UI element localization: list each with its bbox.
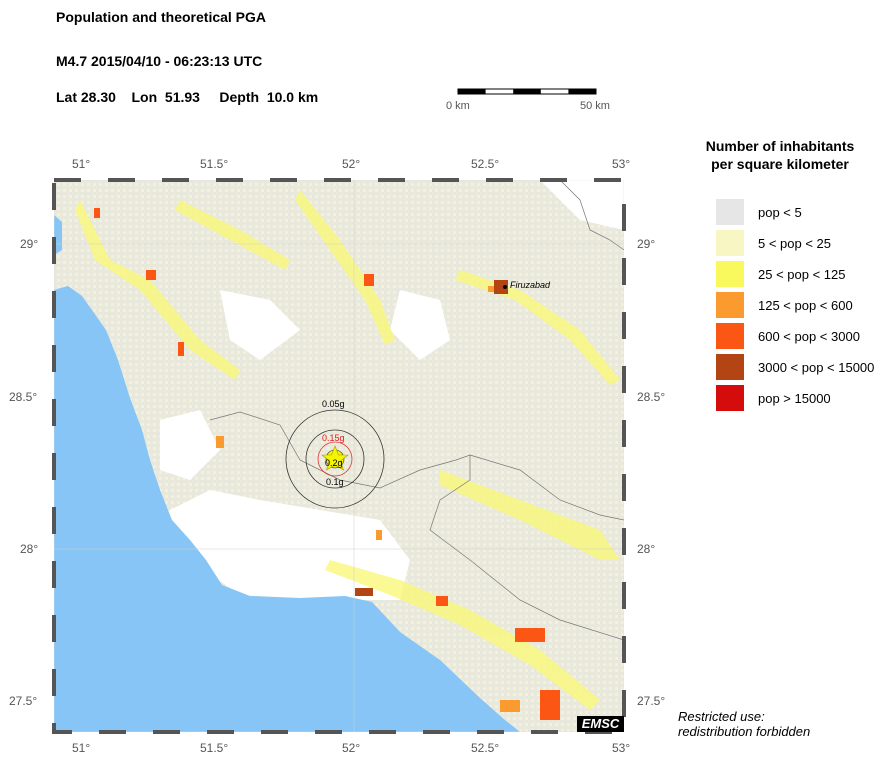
legend-swatch: [716, 354, 744, 380]
pga-label-0.1g: 0.1g: [326, 477, 344, 487]
legend-label: 600 < pop < 3000: [758, 328, 860, 344]
legend-item: 5 < pop < 25: [716, 230, 831, 256]
legend-swatch: [716, 292, 744, 318]
lat-tick-left: 28°: [20, 542, 39, 556]
legend-item: 125 < pop < 600: [716, 292, 853, 318]
map-frame: [52, 178, 626, 734]
pga-label-0.15g: 0.15g: [322, 433, 345, 443]
city-marker: [503, 285, 507, 289]
lat-tick-right: 28°: [637, 542, 656, 556]
usage-note: Restricted use: redistribution forbidden: [678, 709, 810, 739]
event-info: M4.7 2015/04/10 - 06:23:13 UTC: [56, 53, 263, 69]
pga-circle-0.1g: [305, 429, 365, 489]
map-title: Population and theoretical PGA: [56, 9, 267, 25]
lon-tick-top: 51°: [72, 157, 91, 171]
legend-label: 3000 < pop < 15000: [758, 359, 875, 375]
city-label: Firuzabad: [510, 280, 551, 290]
pga-label-0.2g: 0.2g: [325, 458, 343, 468]
lon-tick-top: 51.5°: [200, 157, 229, 171]
lon-tick-bottom: 53°: [612, 741, 631, 755]
legend-swatch: [716, 199, 744, 225]
usage-note-line: redistribution forbidden: [678, 724, 811, 739]
lat-tick-right: 27.5°: [637, 694, 666, 708]
legend-title-line: per square kilometer: [711, 156, 849, 172]
scale-end: 50 km: [580, 100, 610, 112]
legend-label: 5 < pop < 25: [758, 235, 832, 251]
legend-swatch: [716, 230, 744, 256]
sea: [54, 180, 520, 732]
legend-item: pop < 5: [716, 199, 802, 225]
pga-contours: [285, 409, 385, 509]
pga-circle-0.15g: [317, 441, 353, 477]
star-icon: [321, 445, 349, 471]
legend-label: pop > 15000: [758, 390, 831, 406]
usage-note-line: Restricted use:: [678, 709, 765, 724]
lat-tick-right: 28.5°: [637, 390, 666, 404]
legend-swatch: [716, 323, 744, 349]
province-border: [209, 411, 624, 641]
legend-item: 600 < pop < 3000: [716, 323, 860, 349]
lon-tick-bottom: 51°: [72, 741, 91, 755]
lat-tick-left: 29°: [20, 237, 39, 251]
lon-tick-bottom: 52°: [342, 741, 361, 755]
scale-start: 0 km: [446, 100, 470, 112]
legend-title: Number of inhabitants per square kilomet…: [700, 137, 860, 173]
pga-circle-0.05g: [285, 409, 385, 509]
legend-title-line: Number of inhabitants: [705, 138, 855, 154]
event-location: Lat 28.30 Lon 51.93 Depth 10.0 km: [56, 89, 319, 105]
legend-swatch: [716, 385, 744, 411]
legend-label: 25 < pop < 125: [758, 266, 846, 282]
legend-swatch: [716, 261, 744, 287]
population-hotspots: [54, 208, 560, 720]
legend-item: 25 < pop < 125: [716, 261, 845, 287]
lon-tick-top: 52°: [342, 157, 361, 171]
lon-tick-bottom: 51.5°: [200, 741, 229, 755]
lat-tick-left: 28.5°: [9, 390, 38, 404]
lat-tick-right: 29°: [637, 237, 656, 251]
lon-tick-bottom: 52.5°: [471, 741, 500, 755]
lon-tick-top: 52.5°: [471, 157, 500, 171]
legend-label: pop < 5: [758, 204, 802, 220]
scale-bar: [457, 88, 597, 95]
province-border: [469, 180, 624, 521]
lat-tick-left: 27.5°: [9, 694, 38, 708]
legend-label: 125 < pop < 600: [758, 297, 853, 313]
populated-valleys: [75, 190, 620, 710]
pga-label-0.05g: 0.05g: [322, 399, 345, 409]
emsc-logo: EMSC: [577, 716, 624, 732]
legend-item: 3000 < pop < 15000: [716, 354, 874, 380]
lon-tick-top: 53°: [612, 157, 631, 171]
legend-item: pop > 15000: [716, 385, 831, 411]
graticule: [54, 180, 624, 732]
